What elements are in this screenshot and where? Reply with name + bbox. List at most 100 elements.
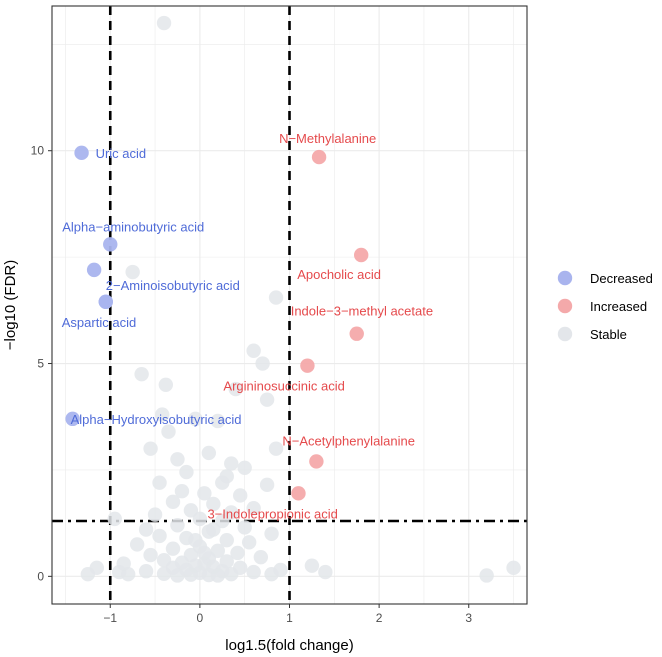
x-tick-label: 2 bbox=[376, 611, 383, 625]
point-decreased bbox=[86, 262, 102, 278]
point-stable bbox=[158, 377, 174, 393]
point-stable bbox=[210, 568, 226, 583]
point-stable bbox=[138, 522, 154, 537]
point-stable bbox=[155, 407, 170, 422]
point-stable bbox=[197, 486, 212, 501]
point-stable bbox=[143, 547, 158, 563]
point-stable bbox=[215, 513, 230, 529]
point-stable bbox=[264, 526, 279, 541]
point-stable bbox=[246, 564, 261, 580]
point-stable bbox=[80, 567, 96, 582]
point-increased bbox=[300, 358, 315, 373]
point-stable bbox=[152, 475, 167, 490]
point-label-increased: Argininosuccinic acid bbox=[223, 379, 344, 394]
point-stable bbox=[161, 424, 176, 439]
point-increased bbox=[309, 454, 324, 469]
legend-label-stable: Stable bbox=[590, 327, 627, 342]
point-label-increased: N−Acetylphenylalanine bbox=[282, 433, 415, 448]
point-stable bbox=[165, 541, 181, 556]
point-stable bbox=[192, 511, 208, 527]
point-decreased bbox=[65, 411, 80, 427]
point-stable bbox=[210, 413, 226, 429]
point-label-decreased: 2−Aminoisobutyric acid bbox=[106, 278, 240, 293]
point-stable bbox=[273, 562, 288, 578]
point-stable bbox=[230, 545, 245, 561]
legend-key-increased bbox=[557, 298, 573, 314]
point-stable bbox=[188, 532, 203, 548]
point-stable bbox=[170, 452, 185, 467]
point-stable bbox=[268, 441, 284, 456]
point-stable bbox=[246, 501, 261, 516]
threshold-lines bbox=[52, 6, 527, 604]
point-label-decreased: Uric acid bbox=[96, 146, 147, 161]
point-stable bbox=[255, 356, 270, 371]
point-stable bbox=[259, 477, 275, 493]
y-tick-label: 10 bbox=[31, 144, 45, 158]
point-stable bbox=[134, 366, 149, 382]
point-stable bbox=[156, 566, 172, 581]
point-stable bbox=[206, 522, 221, 537]
point-stable bbox=[107, 511, 122, 527]
point-stable bbox=[241, 535, 257, 550]
point-stable bbox=[219, 532, 234, 548]
grid-lines bbox=[52, 6, 527, 604]
point-stable bbox=[237, 520, 252, 535]
point-stable bbox=[224, 505, 239, 520]
x-tick-label: 3 bbox=[465, 611, 472, 625]
point-stable bbox=[156, 15, 172, 31]
point-stable bbox=[201, 445, 217, 461]
point-stable bbox=[138, 564, 154, 579]
point-stable bbox=[479, 568, 494, 583]
x-tick-label: 0 bbox=[197, 611, 204, 625]
point-stable bbox=[215, 475, 230, 490]
point-stable bbox=[237, 460, 252, 476]
point-stable bbox=[506, 560, 521, 576]
point-increased bbox=[349, 326, 364, 341]
point-stable bbox=[143, 441, 158, 456]
point-label-decreased: Alpha−aminobutyric acid bbox=[62, 219, 204, 234]
point-stable bbox=[170, 518, 185, 533]
point-stable bbox=[165, 494, 181, 510]
point-stable bbox=[259, 392, 275, 407]
point-label-decreased: Aspartic acid bbox=[62, 315, 136, 330]
legend-key-decreased bbox=[557, 270, 573, 286]
point-label-decreased: Alpha−Hydroxyisobutyric acid bbox=[71, 412, 242, 427]
point-stable bbox=[188, 411, 203, 427]
point-label-increased: Indole−3−methyl acetate bbox=[291, 304, 433, 319]
point-stable bbox=[170, 568, 185, 583]
point-stable bbox=[147, 507, 163, 522]
point-increased bbox=[311, 149, 327, 165]
x-axis-title: log1.5(fold change) bbox=[225, 637, 353, 654]
point-stable bbox=[246, 343, 261, 358]
point-label-increased: Apocholic acid bbox=[297, 267, 381, 282]
point-stable bbox=[125, 264, 140, 280]
legend-key-stable bbox=[557, 326, 573, 342]
point-decreased bbox=[103, 237, 118, 252]
point-stable bbox=[224, 567, 239, 582]
point-stable bbox=[179, 464, 194, 480]
point-stable bbox=[129, 537, 145, 552]
axes: −1 0 1 2 3 0 5 10 bbox=[31, 144, 473, 625]
point-stable bbox=[304, 558, 320, 573]
x-tick-label: −1 bbox=[103, 611, 117, 625]
data-points bbox=[65, 15, 521, 583]
point-stable bbox=[152, 528, 167, 544]
point-stable bbox=[228, 381, 243, 397]
point-labels: Uric acid Alpha−aminobutyric acid 2−Aminoi… bbox=[62, 131, 433, 521]
point-stable bbox=[318, 564, 333, 580]
y-tick-label: 0 bbox=[37, 569, 44, 583]
point-increased bbox=[291, 486, 306, 501]
point-stable bbox=[233, 488, 248, 503]
point-decreased bbox=[74, 145, 89, 161]
point-decreased bbox=[98, 294, 113, 310]
point-stable bbox=[183, 567, 199, 582]
point-label-increased: 3−Indolepropionic acid bbox=[207, 506, 337, 521]
point-stable bbox=[183, 503, 199, 518]
x-tick-label: 1 bbox=[286, 611, 293, 625]
point-stable bbox=[116, 556, 131, 571]
point-stable bbox=[224, 456, 239, 471]
y-axis-title: −log10 (FDR) bbox=[2, 260, 19, 350]
point-stable bbox=[268, 290, 284, 305]
point-stable bbox=[197, 545, 212, 561]
